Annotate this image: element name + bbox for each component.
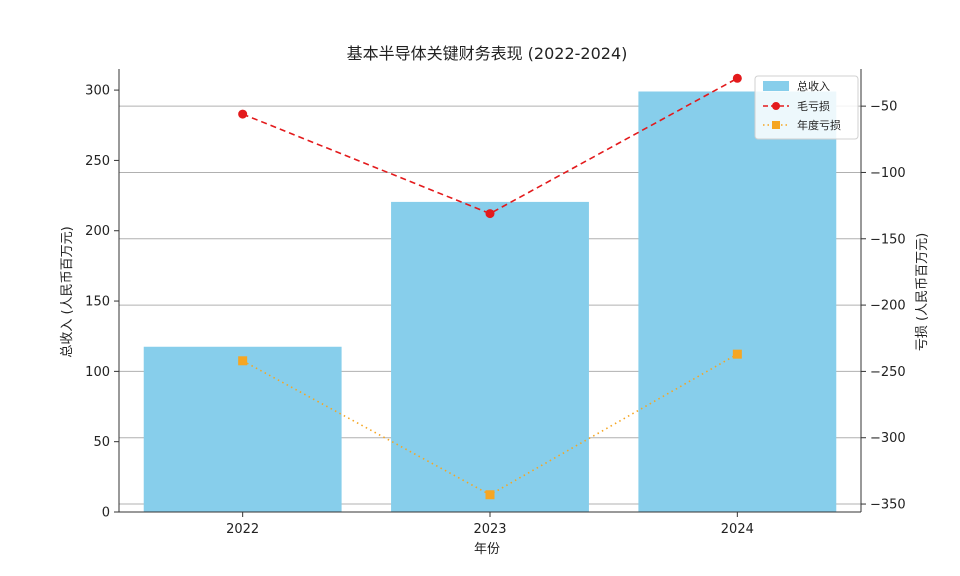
y-left-tick-label: 250 [85,154,110,169]
annual-loss-point [238,356,248,366]
y-left-tick-label: 0 [102,506,110,521]
chart-title: 基本半导体关键财务表现 (2022-2024) [347,44,628,63]
y-axis-right-label: 亏损 (人民币百万元) [915,233,930,351]
legend-label-revenue: 总收入 [797,79,830,93]
loss-lines [238,73,742,500]
y-right-tick-label: −350 [870,498,906,513]
gross-loss-line [242,77,738,215]
annual-loss-point [732,349,742,359]
legend-label-gross-loss: 毛亏损 [797,99,830,113]
y-left-tick-label: 50 [93,435,110,450]
y-left-tick-label: 100 [85,365,110,380]
y-left-tick-label: 300 [85,84,110,99]
legend-marker-gross-loss [772,102,780,110]
legend-box [754,75,859,140]
y-right-tick-label: −50 [870,100,897,115]
legend-label-annual-loss: 年度亏损 [797,118,841,132]
y-right-tick-label: −250 [870,365,906,380]
y-axis-left-label: 总收入 (人民币百万元) [60,226,75,357]
y-right-tick-label: −100 [870,166,906,181]
y-left-tick-label: 200 [85,224,110,239]
y-right-tick-label: −150 [870,232,906,247]
x-tick-label: 2023 [473,522,506,537]
y-left-tick-label: 150 [85,295,110,310]
revenue-bar [391,201,589,512]
gross-loss-point [732,73,742,83]
revenue-bar [638,91,837,512]
revenue-bar [143,346,342,512]
y-right-tick-label: −300 [870,431,906,446]
gross-loss-point [238,109,248,119]
legend-marker-annual-loss [772,121,780,129]
x-tick-label: 2022 [226,522,259,537]
annual-loss-point [485,490,495,500]
legend-swatch-revenue [763,81,789,91]
gross-loss-point [485,209,495,219]
x-axis-label: 年份 [474,542,500,557]
x-tick-label: 2024 [721,522,754,537]
y-right-tick-label: −200 [870,299,906,314]
legend: 总收入 毛亏损 年度亏损 [754,75,859,140]
axes: 0 50 100 150 200 250 300 −350 −300 −250 −200 −150 −1… [85,69,906,537]
revenue-bars [143,91,837,512]
